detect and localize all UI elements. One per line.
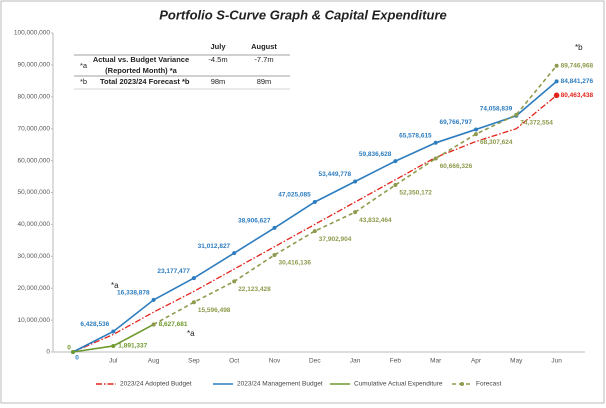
chart-title: Portfolio S-Curve Graph & Capital Expend… (159, 7, 446, 22)
y-tick-label: 40,000,000 (17, 221, 50, 228)
data-point (433, 156, 438, 161)
table-label: Actual vs. Budget Variance (Reported Mont… (93, 55, 189, 75)
y-tick-label: 60,000,000 (17, 157, 50, 164)
data-point (111, 329, 116, 334)
y-tick-label: 70,000,000 (17, 125, 50, 132)
data-label: 89,746,968 (561, 62, 594, 69)
x-tick-label: Aug (148, 358, 160, 365)
data-label: 43,832,464 (359, 217, 392, 224)
data-label: 68,307,624 (480, 139, 513, 146)
data-point (232, 279, 237, 284)
data-label: 60,666,326 (440, 163, 473, 170)
data-label: 1,891,337 (118, 343, 147, 350)
x-tick-label: Jun (551, 358, 562, 365)
data-point (353, 210, 358, 215)
data-point (272, 225, 277, 230)
data-point (393, 159, 398, 164)
data-label: 0 (75, 355, 79, 362)
data-label: 59,836,628 (359, 151, 392, 158)
data-point (474, 127, 478, 132)
x-tick-label: May (510, 358, 523, 365)
y-tick-label: 20,000,000 (17, 285, 50, 292)
data-label: 47,025,085 (278, 192, 311, 199)
x-tick-label: Mar (430, 358, 442, 365)
data-point (151, 297, 156, 302)
data-point (71, 350, 75, 354)
data-label: 52,350,172 (399, 190, 432, 197)
legend-label: Forecast (476, 381, 501, 388)
data-point (111, 343, 116, 348)
data-point (553, 92, 560, 99)
table-cell: -7.7m (254, 55, 273, 64)
y-tick-label: 80,000,000 (17, 94, 50, 101)
data-point (312, 199, 317, 204)
legend-label: 2023/24 Management Budget (237, 381, 323, 388)
data-point (151, 322, 156, 327)
y-tick-label: 100,000,000 (14, 30, 51, 37)
x-tick-label: Feb (390, 358, 402, 365)
series-line (72, 80, 558, 353)
x-tick-label: Jan (350, 358, 361, 365)
y-tick-label: 10,000,000 (17, 317, 50, 324)
series-line (72, 94, 558, 353)
data-label: 23,177,477 (157, 268, 190, 275)
data-label: 53,449,778 (319, 171, 352, 178)
data-label: 65,578,615 (399, 133, 432, 140)
data-label: 80,463,438 (561, 92, 594, 99)
x-tick-label: Jul (109, 358, 118, 365)
data-point (191, 300, 196, 305)
data-label: 6,428,536 (80, 321, 109, 328)
annotation: *a (187, 329, 195, 338)
y-tick-label: 30,000,000 (17, 253, 50, 260)
data-label: 22,123,428 (238, 286, 271, 293)
data-point (554, 63, 559, 68)
data-label: 8,627,681 (159, 321, 188, 328)
data-label: 37,902,904 (319, 236, 352, 243)
data-label: 30,416,136 (279, 260, 312, 267)
legend-label: Cumulative Actual Expenditure (354, 381, 443, 388)
data-label: 31,012,827 (198, 243, 231, 250)
x-tick-label: Apr (471, 358, 482, 365)
y-tick-label: 90,000,000 (17, 62, 50, 69)
table-header: July (210, 42, 226, 51)
legend-label: 2023/24 Adopted Budget (120, 381, 192, 388)
data-point (433, 140, 438, 145)
data-point (474, 132, 478, 137)
data-label: 38,906,627 (238, 218, 271, 225)
data-label: 16,338,878 (117, 290, 150, 297)
x-tick-label: Nov (269, 358, 281, 365)
data-point (191, 276, 196, 281)
table-key: *b (80, 77, 87, 86)
data-label: 84,841,276 (561, 78, 594, 85)
y-tick-label: 0 (46, 349, 50, 356)
data-point (393, 183, 398, 188)
data-point (272, 252, 277, 257)
data-label: 74,058,839 (480, 105, 513, 112)
data-point (514, 112, 519, 117)
x-tick-label: Oct (229, 358, 239, 365)
legend-marker (460, 382, 464, 386)
data-point (353, 179, 358, 184)
data-label: 69,766,797 (439, 119, 472, 126)
y-tick-label: 50,000,000 (17, 189, 50, 196)
table-key: *a (80, 61, 88, 70)
table-header: August (251, 42, 277, 51)
annotation: *b (575, 43, 583, 52)
data-label: 74,372,554 (520, 119, 553, 126)
data-point (554, 79, 559, 84)
table-label: Total 2023/24 Forecast *b (100, 77, 190, 86)
data-point (232, 251, 237, 256)
annotation: *a (111, 281, 119, 290)
table-cell: -4.5m (208, 55, 227, 64)
data-label: 15,596,498 (198, 307, 231, 314)
data-point (312, 229, 317, 234)
x-tick-label: Dec (309, 358, 321, 365)
table-cell: 89m (257, 77, 272, 86)
x-tick-label: Sep (188, 358, 200, 365)
table-cell: 98m (211, 77, 226, 86)
data-label: 0 (67, 345, 71, 352)
